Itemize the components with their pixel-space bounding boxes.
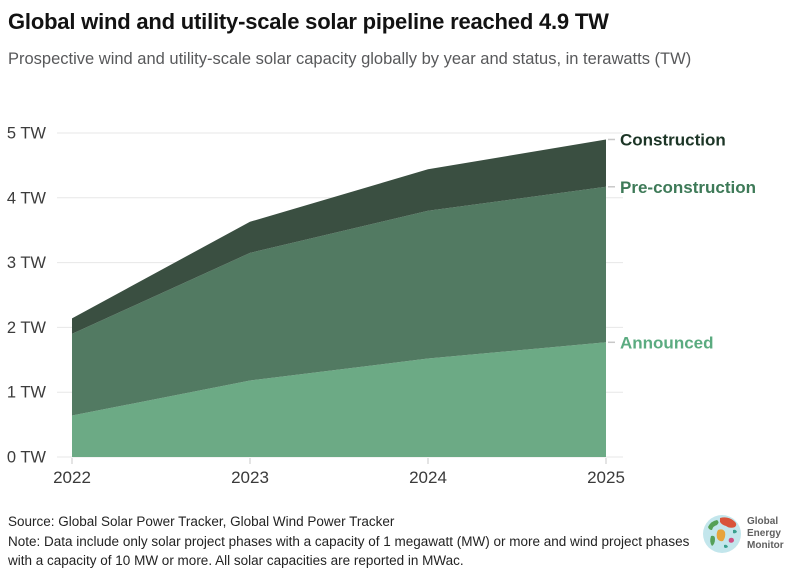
logo-wordmark: Global Energy Monitor (747, 516, 784, 551)
area-construction (72, 139, 606, 334)
chart-footer: Source: Global Solar Power Tracker, Glob… (8, 512, 708, 571)
y-axis-tick-label: 2 TW (7, 319, 47, 337)
series-label-pre-construction: Pre-construction (620, 178, 756, 197)
logo-line-3: Monitor (747, 539, 784, 551)
note-text: Note: Data include only solar project ph… (8, 533, 690, 569)
page-subtitle: Prospective wind and utility-scale solar… (8, 49, 692, 68)
x-axis-tick-label: 2022 (53, 468, 91, 487)
page-title: Global wind and utility-scale solar pipe… (8, 9, 609, 34)
series-label-construction: Construction (620, 130, 726, 149)
y-axis-tick-label: 4 TW (7, 189, 47, 207)
area-announced (72, 342, 606, 457)
y-axis-tick-label: 1 TW (7, 384, 47, 402)
logo-line-2: Energy (747, 528, 781, 540)
stacked-area-chart: 0 TW 1 TW 2 TW 3 TW 4 TW 5 TW 2022 2023 2024 2025… (7, 125, 756, 488)
x-axis-tick-label: 2025 (587, 468, 625, 487)
x-axis-tick-label: 2023 (231, 468, 269, 487)
area-pre-construction (72, 186, 606, 416)
y-axis-tick-label: 3 TW (7, 254, 47, 272)
series-label-announced: Announced (620, 333, 714, 352)
source-text: Source: Global Solar Power Tracker, Glob… (8, 514, 395, 529)
x-axis-tick-label: 2024 (409, 468, 447, 487)
logo-line-1: Global (747, 516, 779, 528)
y-axis-tick-label: 5 TW (7, 125, 47, 143)
chart-area: 0 TW 1 TW 2 TW 3 TW 4 TW 5 TW 2022 2023 2024 2025… (0, 108, 794, 508)
chart-header: Global wind and utility-scale solar pipe… (8, 8, 788, 71)
globe-icon (703, 515, 741, 553)
gem-logo: Global Energy Monitor (702, 514, 792, 554)
y-axis-tick-label: 0 TW (7, 449, 47, 467)
